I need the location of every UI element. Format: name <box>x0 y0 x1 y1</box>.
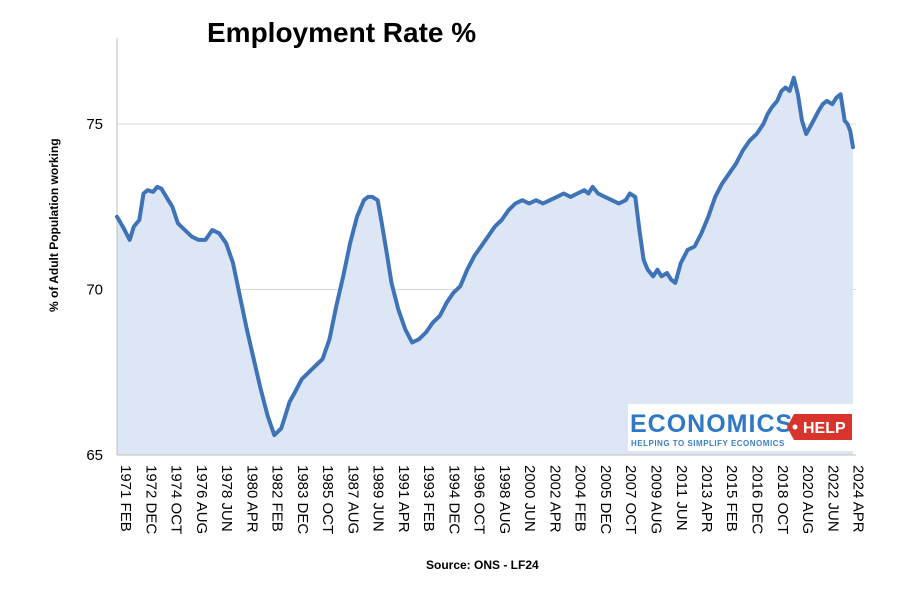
x-tick-label: 1971 FEB <box>117 465 134 532</box>
x-tick-label: 1998 AUG <box>496 465 513 534</box>
y-tick-label: 75 <box>86 116 103 133</box>
x-tick-label: 1991 APR <box>395 465 412 533</box>
x-tick-label: 1974 OCT <box>168 465 185 534</box>
x-tick-label: 2022 JUN <box>824 465 841 532</box>
x-tick-label: 2011 JUN <box>673 465 690 531</box>
x-tick-label: 1972 DEC <box>142 465 159 534</box>
x-tick-label: 1985 OCT <box>319 465 336 534</box>
x-tick-label: 1976 AUG <box>193 465 210 534</box>
x-tick-label: 2000 JUN <box>521 465 538 532</box>
y-axis-label: % of Adult Population working <box>47 138 61 312</box>
x-tick-label: 1993 FEB <box>420 465 437 532</box>
x-tick-label: 2005 DEC <box>597 465 614 534</box>
y-tick-label: 65 <box>86 447 103 464</box>
x-tick-label: 2018 OCT <box>774 465 791 534</box>
x-tick-label: 2016 DEC <box>749 465 766 534</box>
x-tick-label: 1978 JUN <box>218 465 235 532</box>
chart-title: Employment Rate % <box>207 17 476 48</box>
x-tick-label: 1983 DEC <box>294 465 311 534</box>
economics-help-logo: ECONOMICS HELP HELPING TO SIMPLIFY ECONO… <box>628 404 855 451</box>
x-tick-label: 2015 FEB <box>723 465 740 532</box>
x-tick-labels: 1971 FEB 1972 DEC 1974 OCT 1976 AUG 1978 JUN… <box>117 465 867 534</box>
x-tick-label: 1982 FEB <box>269 465 286 532</box>
logo-tag-hole-icon <box>792 424 798 430</box>
logo-help-tag <box>787 414 852 440</box>
logo-tagline: HELPING TO SIMPLIFY ECONOMICS <box>631 439 785 448</box>
series-line-employment-rate <box>115 75 855 438</box>
x-tick-label: 1980 APR <box>243 465 260 533</box>
x-tick-label: 2002 APR <box>546 465 563 533</box>
y-tick-label: 70 <box>86 282 103 299</box>
x-tick-label: 2024 APR <box>850 465 867 533</box>
logo-text: ECONOMICS <box>630 410 793 438</box>
x-tick-label: 2009 AUG <box>647 465 664 534</box>
x-tick-label: 1996 OCT <box>471 465 488 534</box>
logo-help-text: HELP <box>803 420 846 437</box>
source-label: Source: ONS - LF24 <box>426 558 539 572</box>
x-tick-label: 2020 AUG <box>799 465 816 534</box>
x-tick-label: 1989 JUN <box>370 465 387 532</box>
x-tick-label: 1994 DEC <box>446 465 463 534</box>
x-tick-label: 2007 OCT <box>622 465 639 534</box>
y-tick-labels: 65 70 75 <box>86 116 103 464</box>
series-area-fill <box>117 77 853 455</box>
x-tick-label: 2013 APR <box>698 465 715 533</box>
x-tick-label: 1987 AUG <box>344 465 361 534</box>
x-tick-label: 2004 FEB <box>572 465 589 532</box>
